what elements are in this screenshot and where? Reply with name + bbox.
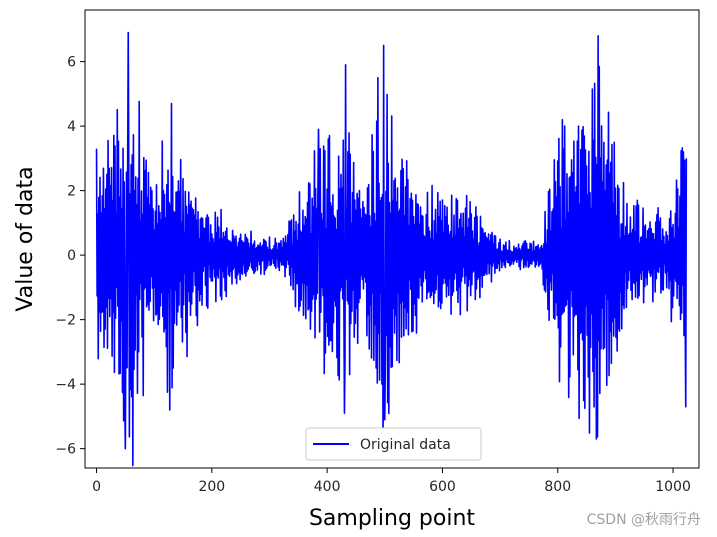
watermark: CSDN @秋雨行舟	[586, 512, 701, 528]
y-tick-label: 0	[67, 248, 76, 264]
legend: Original data	[305, 427, 482, 461]
y-tick-label: −4	[55, 377, 76, 393]
y-tick-label: 2	[67, 184, 76, 200]
y-axis-label: Value of data	[13, 166, 38, 311]
x-tick-label: 600	[429, 479, 456, 495]
x-axis-ticks: 0 200 400 600 800 1000	[92, 468, 691, 495]
series-line-original-data	[95, 31, 688, 467]
y-tick-label: 6	[67, 55, 76, 71]
x-tick-label: 800	[544, 479, 571, 495]
legend-box	[305, 427, 482, 461]
x-tick-label: 400	[314, 479, 341, 495]
plot-frame	[84, 9, 700, 469]
y-tick-label: 4	[67, 119, 76, 135]
x-tick-label: 200	[198, 479, 225, 495]
y-tick-label: −6	[55, 442, 76, 458]
x-axis-label: Sampling point	[309, 506, 475, 531]
legend-label: Original data	[360, 437, 451, 453]
y-axis-ticks: −6 −4 −2 0 2 4 6	[55, 55, 85, 458]
x-tick-label: 1000	[655, 479, 691, 495]
plot-area	[95, 31, 688, 467]
x-tick-label: 0	[92, 479, 101, 495]
y-tick-label: −2	[55, 313, 76, 329]
